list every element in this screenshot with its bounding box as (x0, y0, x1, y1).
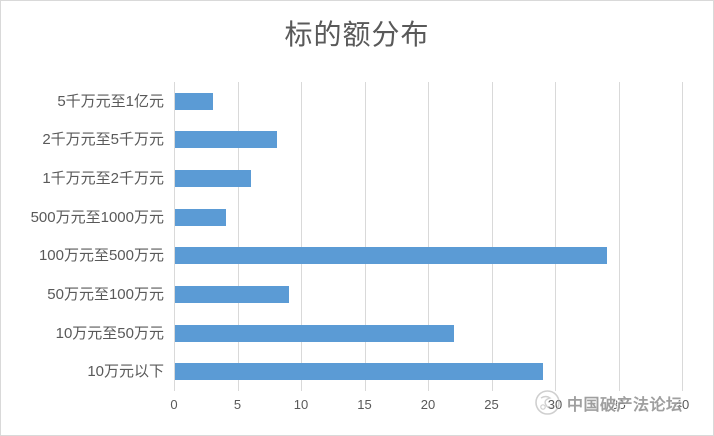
bar (175, 247, 607, 265)
gridline (555, 82, 556, 391)
category-label: 10万元至50万元 (55, 324, 164, 342)
gridline (174, 82, 175, 391)
bar (175, 131, 277, 149)
gridline (237, 82, 239, 391)
gridline (428, 82, 429, 391)
category-label: 2千万元至5千万元 (42, 131, 164, 149)
gridline (682, 82, 683, 391)
category-label: 1千万元至2千万元 (42, 170, 164, 188)
x-tick-label: 0 (170, 397, 178, 412)
category-label: 10万元以下 (87, 363, 164, 381)
bar (175, 363, 544, 381)
x-tick-label: 15 (357, 397, 372, 412)
chart-title: 标的额分布 (284, 20, 430, 51)
bar (175, 170, 252, 188)
gridline (364, 82, 366, 391)
x-tick-label: 20 (420, 397, 436, 412)
gridline (618, 82, 620, 391)
category-label: 100万元至500万元 (38, 247, 164, 265)
category-label: 5千万元至1亿元 (57, 92, 164, 110)
watermark-text: 中国破产法论坛 (567, 396, 683, 414)
x-tick-label: 5 (233, 397, 242, 412)
gridline (301, 82, 302, 391)
x-tick-label: 10 (293, 397, 309, 412)
bar (175, 285, 290, 303)
bar (175, 92, 214, 110)
x-tick-label: 25 (484, 397, 499, 412)
x-tick-label: 40 (674, 397, 690, 412)
forum-logo-icon (535, 390, 560, 415)
x-tick-label: 35 (611, 397, 626, 412)
category-label: 500万元至1000万元 (30, 208, 164, 226)
bar (175, 208, 226, 226)
category-label: 50万元至100万元 (47, 285, 164, 303)
watermark: 中国破产法论坛 (534, 389, 683, 416)
gridline (491, 82, 493, 391)
bar (175, 324, 455, 342)
